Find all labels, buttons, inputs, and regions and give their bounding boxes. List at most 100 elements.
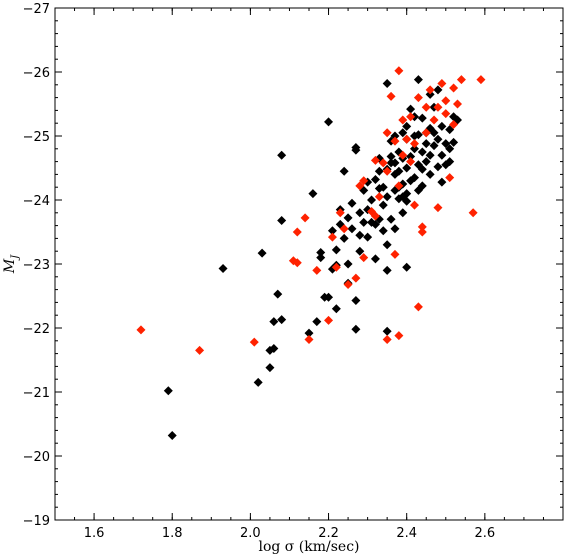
data-point-red bbox=[402, 134, 412, 144]
data-point-red bbox=[390, 136, 400, 146]
x-tick-label: 1.6 bbox=[84, 526, 105, 541]
data-point-red bbox=[410, 139, 420, 149]
data-point-black bbox=[382, 326, 392, 336]
data-point-black bbox=[429, 141, 439, 151]
data-point-red bbox=[417, 227, 427, 237]
data-point-red bbox=[312, 265, 322, 275]
data-point-black bbox=[370, 254, 380, 264]
data-point-black bbox=[312, 317, 322, 327]
data-point-black bbox=[437, 121, 447, 131]
data-point-red bbox=[421, 102, 431, 112]
x-tick-label: 2.4 bbox=[396, 526, 417, 541]
x-tick-labels: 1.6 1.8 2.0 2.2 2.4 2.6 bbox=[84, 526, 495, 541]
data-point-black bbox=[421, 157, 431, 167]
data-point-red bbox=[398, 115, 408, 125]
y-tick-label: −20 bbox=[23, 450, 50, 465]
data-point-black bbox=[324, 117, 334, 127]
data-point-red bbox=[292, 258, 302, 268]
data-point-black bbox=[304, 328, 314, 338]
data-point-black bbox=[273, 289, 283, 299]
data-point-red bbox=[382, 128, 392, 138]
data-point-black bbox=[355, 208, 365, 218]
data-point-black bbox=[425, 169, 435, 179]
data-point-red bbox=[437, 79, 447, 89]
data-point-red bbox=[406, 112, 416, 122]
data-point-black bbox=[378, 182, 388, 192]
data-point-black bbox=[390, 131, 400, 141]
data-point-black bbox=[390, 224, 400, 234]
data-point-red bbox=[343, 279, 353, 289]
x-tick-label: 2.2 bbox=[318, 526, 339, 541]
data-point-black bbox=[355, 230, 365, 240]
data-point-red bbox=[378, 158, 388, 168]
data-point-black bbox=[390, 158, 400, 168]
data-point-black bbox=[449, 137, 459, 147]
data-point-red bbox=[476, 75, 486, 85]
data-point-black bbox=[402, 163, 412, 173]
data-point-red bbox=[445, 173, 455, 183]
data-point-red bbox=[410, 200, 420, 210]
data-point-black bbox=[417, 147, 427, 157]
data-point-black bbox=[406, 151, 416, 161]
data-point-red bbox=[382, 166, 392, 176]
data-point-black bbox=[433, 134, 443, 144]
data-point-black bbox=[433, 85, 443, 95]
data-point-red bbox=[433, 203, 443, 213]
y-tick-label: −22 bbox=[23, 322, 50, 337]
data-point-black bbox=[429, 128, 439, 138]
data-point-red bbox=[339, 224, 349, 234]
x-tick-label: 2.0 bbox=[240, 526, 261, 541]
data-point-black bbox=[167, 431, 177, 441]
data-point-black bbox=[417, 164, 427, 174]
x-tick-label: 1.8 bbox=[162, 526, 183, 541]
data-point-black bbox=[277, 150, 287, 160]
data-point-black bbox=[382, 79, 392, 89]
data-point-red bbox=[417, 222, 427, 232]
data-point-black bbox=[355, 246, 365, 256]
data-point-black bbox=[269, 343, 279, 353]
data-point-black bbox=[437, 150, 447, 160]
data-point-black bbox=[316, 253, 326, 263]
data-point-red bbox=[292, 227, 302, 237]
y-tick-label: −25 bbox=[23, 130, 50, 145]
data-point-black bbox=[406, 104, 416, 114]
data-point-black bbox=[370, 219, 380, 229]
data-point-black bbox=[413, 75, 423, 85]
data-point-red bbox=[394, 66, 404, 76]
data-point-red bbox=[359, 253, 369, 263]
data-point-black bbox=[421, 139, 431, 149]
y-tick-label: −27 bbox=[23, 2, 50, 17]
data-point-black bbox=[343, 213, 353, 223]
data-point-red bbox=[327, 232, 337, 242]
x-axis-label: log σ (km/sec) bbox=[258, 539, 359, 555]
data-point-black bbox=[351, 295, 361, 305]
data-point-red bbox=[421, 128, 431, 138]
data-point-red bbox=[304, 335, 314, 345]
data-point-black bbox=[374, 166, 384, 176]
data-point-black bbox=[308, 189, 318, 199]
data-point-black bbox=[367, 195, 377, 205]
data-point-red bbox=[390, 249, 400, 259]
data-point-black bbox=[253, 377, 263, 387]
data-point-red bbox=[398, 150, 408, 160]
data-point-black bbox=[425, 150, 435, 160]
data-point-black bbox=[343, 259, 353, 269]
data-point-black bbox=[445, 144, 455, 154]
data-point-black bbox=[359, 217, 369, 227]
data-point-black bbox=[327, 226, 337, 236]
data-point-black bbox=[331, 304, 341, 314]
plot-frame bbox=[54, 7, 564, 521]
data-point-red bbox=[413, 302, 423, 312]
data-point-black bbox=[398, 208, 408, 218]
data-point-black bbox=[370, 175, 380, 185]
data-point-black bbox=[382, 265, 392, 275]
data-point-black bbox=[445, 125, 455, 135]
data-point-red bbox=[449, 119, 459, 129]
data-point-red bbox=[452, 99, 462, 109]
x-tick-label: 2.6 bbox=[475, 526, 496, 541]
data-point-red bbox=[351, 273, 361, 283]
data-point-red bbox=[406, 157, 416, 167]
data-point-red bbox=[300, 213, 310, 223]
data-point-black bbox=[277, 215, 287, 225]
